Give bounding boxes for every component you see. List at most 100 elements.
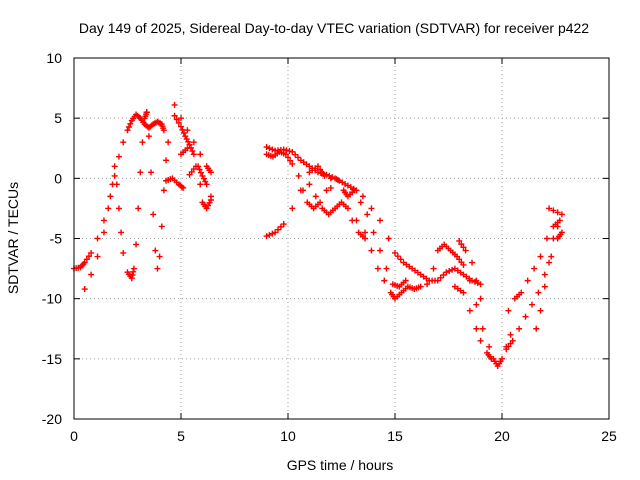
- x-axis-label: GPS time / hours: [287, 457, 394, 473]
- data-point: [528, 301, 535, 308]
- data-point: [370, 229, 377, 236]
- data-point-fill: [554, 209, 561, 216]
- data-point: [289, 160, 296, 167]
- data-point: [368, 247, 375, 254]
- data-point: [323, 171, 330, 178]
- data-point-fill: [266, 145, 273, 152]
- data-point: [509, 337, 516, 344]
- data-point: [207, 193, 214, 200]
- grid-lines: [74, 58, 609, 419]
- tick-labels: 0 5 10 15 20 25 -20 -15 -10 -5 0 5 10: [42, 50, 617, 444]
- data-point: [197, 151, 204, 158]
- data-point: [289, 148, 296, 155]
- data-point: [462, 247, 469, 254]
- data-point: [522, 313, 529, 320]
- data-point: [317, 199, 324, 206]
- data-point-fill: [458, 241, 465, 248]
- data-point: [535, 289, 542, 296]
- data-point: [100, 217, 107, 224]
- data-point-fill: [285, 154, 291, 161]
- data-point: [362, 229, 369, 236]
- data-point: [145, 133, 152, 140]
- data-point: [111, 172, 118, 179]
- data-point: [392, 249, 398, 256]
- data-point-fill: [446, 267, 453, 274]
- data-point-fill: [286, 148, 293, 155]
- data-point: [477, 337, 484, 344]
- data-point: [94, 253, 101, 260]
- data-point-fill: [83, 256, 90, 263]
- data-point: [137, 169, 144, 176]
- data-point-fill: [397, 256, 404, 263]
- data-point: [377, 247, 384, 254]
- data-point: [120, 249, 127, 256]
- data-point-fill: [130, 268, 137, 275]
- data-point: [88, 271, 95, 278]
- data-point-fill: [292, 151, 299, 158]
- data-point: [190, 139, 197, 146]
- data-point: [107, 193, 114, 200]
- data-point-fill: [329, 174, 336, 181]
- data-point: [154, 265, 161, 272]
- data-point: [469, 259, 476, 266]
- data-point-fill: [460, 244, 467, 251]
- data-point: [499, 355, 505, 362]
- data-point: [94, 235, 101, 242]
- data-point-fill: [550, 207, 557, 214]
- data-point: [186, 141, 193, 148]
- data-point-fill: [294, 154, 301, 161]
- data-point: [516, 325, 523, 332]
- y-tick-label: 5: [54, 110, 62, 126]
- data-point: [488, 355, 495, 362]
- data-point: [105, 205, 112, 212]
- y-tick-label: -15: [42, 351, 62, 367]
- data-point-fill: [175, 119, 182, 126]
- data-point: [314, 169, 321, 176]
- data-point: [558, 229, 565, 236]
- data-point: [323, 187, 330, 194]
- data-point: [434, 277, 441, 284]
- data-point: [263, 144, 270, 151]
- data-point-fill: [320, 170, 327, 177]
- data-marks: [71, 101, 565, 370]
- data-point: [118, 229, 125, 236]
- data-point: [135, 205, 142, 212]
- data-point-fill: [394, 253, 401, 260]
- data-point: [362, 235, 369, 242]
- data-point: [115, 205, 122, 212]
- data-point: [148, 169, 155, 176]
- data-point-fill: [277, 223, 284, 230]
- data-point: [81, 259, 88, 266]
- data-point-fill: [449, 266, 456, 273]
- data-point: [263, 233, 270, 240]
- data-point: [312, 193, 319, 200]
- data-point-fill: [197, 169, 204, 176]
- data-point: [327, 184, 334, 191]
- data-point: [289, 205, 296, 212]
- data-point-fill: [85, 253, 92, 260]
- data-point: [505, 307, 512, 314]
- data-point: [430, 265, 437, 272]
- data-point: [518, 289, 525, 296]
- data-point: [381, 277, 388, 284]
- data-point: [353, 217, 360, 224]
- data-point: [115, 153, 122, 160]
- data-point: [139, 139, 146, 146]
- data-point: [344, 205, 351, 212]
- data-point: [351, 187, 358, 194]
- data-point: [160, 187, 167, 194]
- data-point: [443, 269, 450, 276]
- data-point: [113, 181, 120, 188]
- data-point: [306, 181, 313, 188]
- data-point: [158, 223, 165, 230]
- data-point: [460, 289, 467, 296]
- data-point: [524, 277, 531, 284]
- data-point: [299, 187, 306, 194]
- y-tick-label: -5: [50, 231, 63, 247]
- data-point: [88, 249, 95, 256]
- y-tick-label: 0: [54, 170, 62, 186]
- data-point: [163, 157, 170, 164]
- data-point-fill: [287, 157, 294, 164]
- data-point: [546, 205, 553, 212]
- data-point: [507, 331, 514, 338]
